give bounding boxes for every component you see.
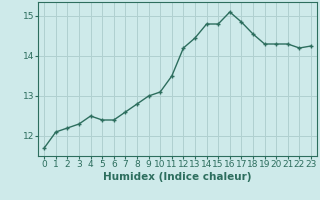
X-axis label: Humidex (Indice chaleur): Humidex (Indice chaleur) (103, 172, 252, 182)
